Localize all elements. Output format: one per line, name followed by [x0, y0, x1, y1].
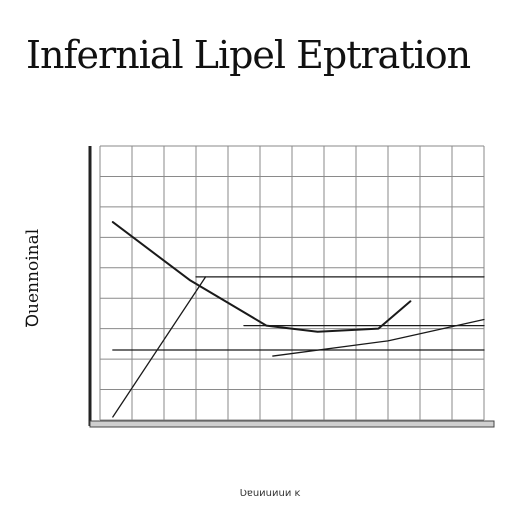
grid — [99, 145, 485, 421]
x-axis-label: Ʋɐuᴎuᴎuᴎ ᴋ — [239, 488, 301, 499]
chart-title: Infernial Lipel Eptration — [26, 33, 471, 77]
x-axis-bar — [89, 420, 495, 428]
series-line-3 — [272, 318, 485, 357]
series-lines — [111, 221, 485, 418]
axes — [88, 146, 495, 428]
series-line-2 — [112, 276, 207, 418]
series-line-1 — [111, 221, 412, 333]
